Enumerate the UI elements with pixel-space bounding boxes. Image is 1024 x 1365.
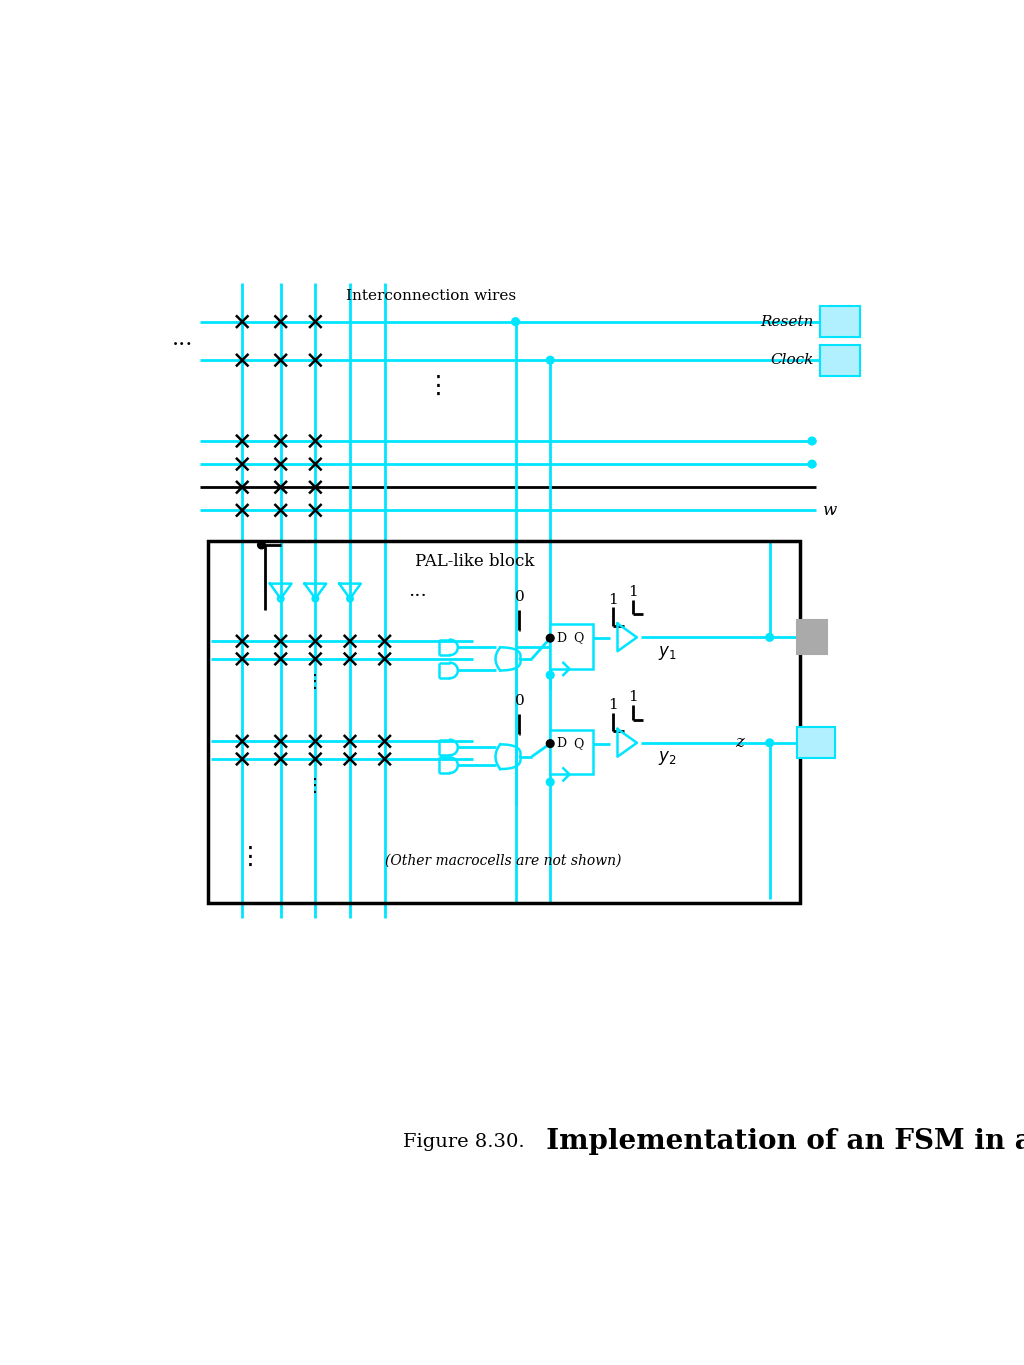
Text: ⋮: ⋮ — [306, 673, 325, 691]
Circle shape — [547, 740, 554, 748]
Text: (Other macrocells are not shown): (Other macrocells are not shown) — [385, 853, 621, 868]
Bar — [797, 621, 827, 654]
Text: Interconnection wires: Interconnection wires — [346, 289, 516, 303]
Circle shape — [547, 635, 554, 642]
Text: D: D — [556, 632, 566, 644]
Bar — [819, 345, 860, 375]
Text: Clock: Clock — [770, 354, 813, 367]
Text: ⋮: ⋮ — [306, 777, 325, 794]
Circle shape — [512, 318, 519, 325]
Circle shape — [766, 633, 773, 642]
Text: ...: ... — [408, 581, 427, 601]
Circle shape — [547, 778, 554, 786]
Text: ⋮: ⋮ — [426, 374, 451, 397]
Text: Q: Q — [573, 632, 584, 644]
Text: Resetn: Resetn — [760, 315, 813, 329]
Text: ...: ... — [172, 329, 194, 351]
Text: 0: 0 — [514, 590, 524, 605]
Text: 1: 1 — [608, 592, 618, 606]
Text: ⋮: ⋮ — [238, 845, 262, 868]
Text: 1: 1 — [629, 691, 638, 704]
Circle shape — [808, 460, 816, 468]
Text: z: z — [735, 734, 743, 751]
Text: 0: 0 — [514, 695, 524, 708]
Text: 1: 1 — [608, 698, 618, 713]
Circle shape — [547, 672, 554, 678]
Circle shape — [547, 356, 554, 364]
Text: Implementation of an FSM in a CPLD.: Implementation of an FSM in a CPLD. — [527, 1129, 1024, 1155]
Text: Figure 8.30.: Figure 8.30. — [403, 1133, 524, 1151]
Text: w: w — [822, 502, 837, 519]
Circle shape — [258, 541, 265, 549]
Bar — [550, 624, 593, 669]
Text: D: D — [556, 737, 566, 751]
Text: Q: Q — [573, 737, 584, 751]
Bar — [819, 306, 860, 337]
Circle shape — [808, 437, 816, 445]
Text: 1: 1 — [629, 584, 638, 599]
Text: PAL-like block: PAL-like block — [416, 553, 535, 569]
Bar — [797, 728, 836, 758]
Circle shape — [766, 738, 773, 747]
Bar — [208, 541, 801, 904]
Text: $y_2$: $y_2$ — [658, 749, 677, 767]
Bar — [550, 730, 593, 774]
Text: $y_1$: $y_1$ — [658, 644, 677, 662]
